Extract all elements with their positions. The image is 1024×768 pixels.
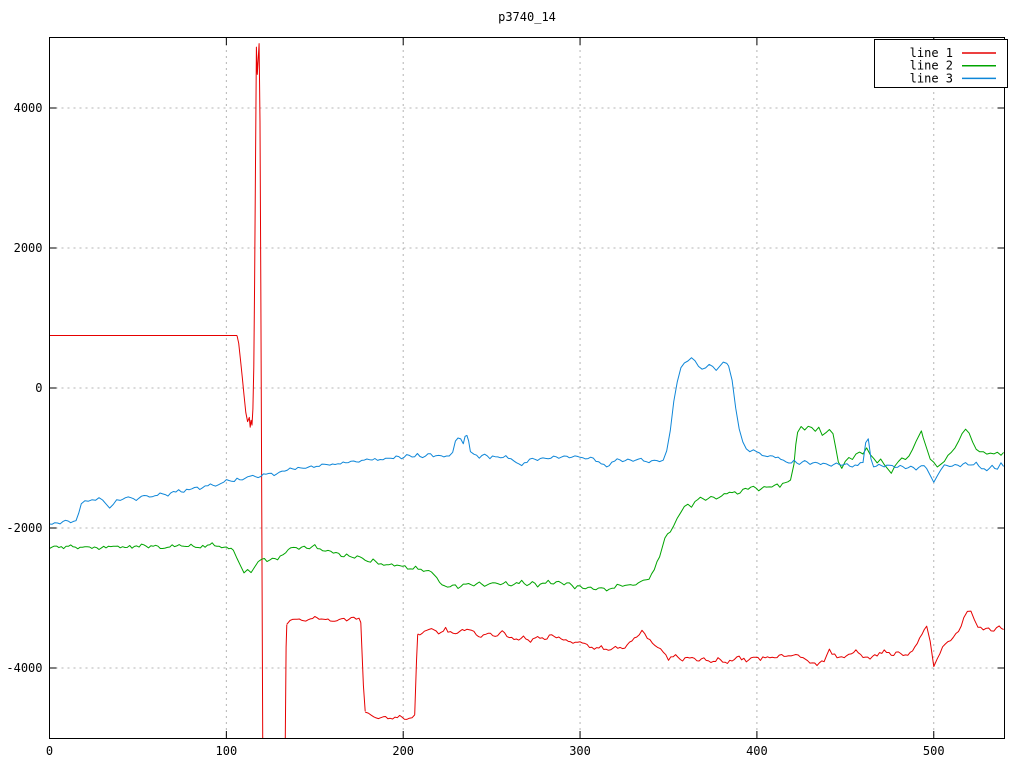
series-line-1-seg1 (236, 43, 264, 738)
series-line-1-seg3 (286, 616, 362, 625)
x-tick-label-500: 500 (923, 744, 945, 758)
x-tick-label-100: 100 (216, 744, 238, 758)
y-tick-label-0: 0 (35, 381, 42, 395)
legend-label-3: line 3 (910, 71, 953, 85)
chart-title: p3740_14 (498, 10, 556, 24)
x-tick-label-300: 300 (569, 744, 591, 758)
legend-label-2: line 2 (910, 59, 953, 73)
legend-box (874, 39, 1008, 88)
series-line-1-seg2 (284, 624, 288, 738)
x-tick-label-0: 0 (46, 744, 53, 758)
x-tick-label-200: 200 (392, 744, 414, 758)
series-line-1-seg4 (360, 622, 366, 712)
series-group (49, 43, 1005, 738)
series-line-1-seg6 (414, 634, 419, 715)
y-tick-label--4000: -4000 (6, 661, 42, 675)
x-tick-label-400: 400 (746, 744, 768, 758)
series-line-2-seg0 (49, 425, 1004, 592)
y-tick-label-4000: 4000 (14, 101, 43, 115)
y-tick-label--2000: -2000 (6, 521, 42, 535)
series-line-1-seg7 (417, 610, 1004, 667)
series-line-3-seg0 (49, 357, 1005, 525)
legend-label-1: line 1 (910, 46, 953, 60)
y-tick-label-2000: 2000 (14, 241, 43, 255)
series-line-1-seg5 (365, 711, 416, 720)
